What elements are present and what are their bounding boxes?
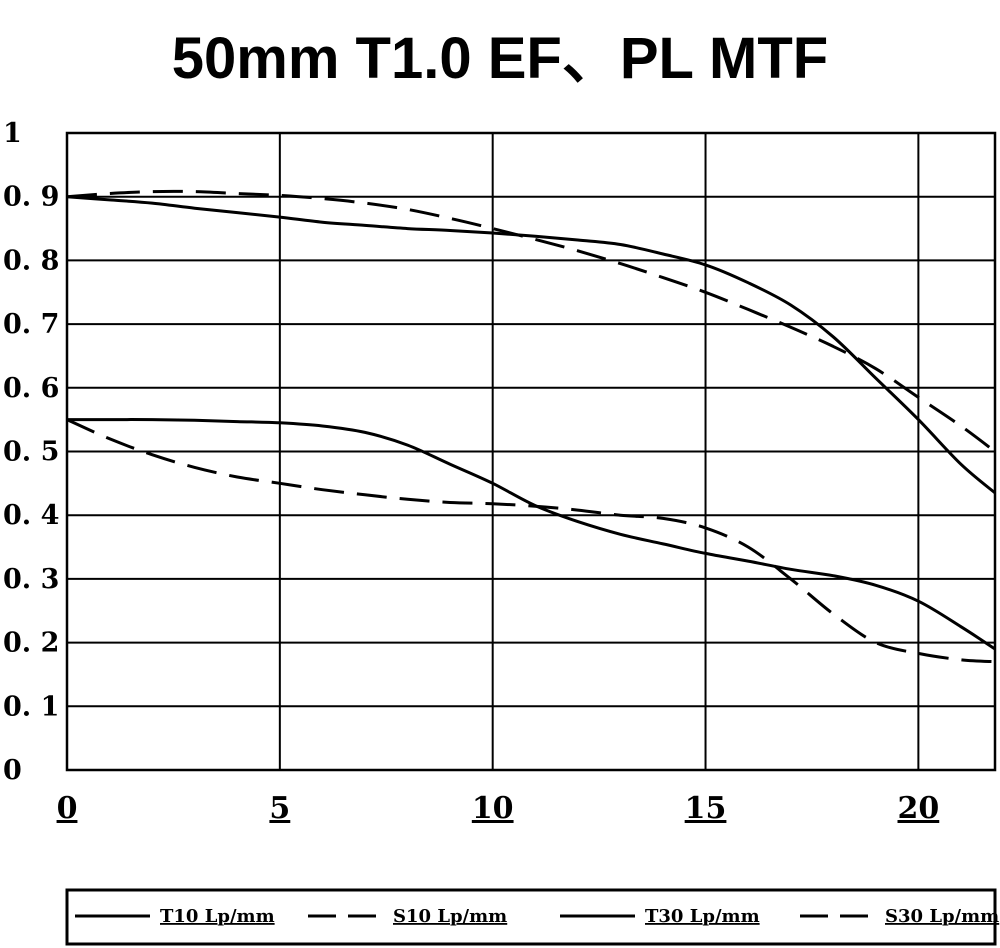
legend-box [65, 888, 997, 946]
series-line-s10 [66, 189, 996, 453]
y-tick-label: 0. 1 [3, 691, 59, 722]
y-tick-label: 0. 4 [3, 500, 59, 531]
chart-title: 50mm T1.0 EF、PL MTF [172, 26, 828, 91]
y-tick-label: 0. 7 [3, 309, 59, 340]
y-tick-label: 0. 8 [3, 245, 59, 276]
x-tick-label: 15 [685, 791, 727, 826]
legend-label-t30: T30 Lp/mm [645, 906, 760, 927]
legend-label-s30: S30 Lp/mm [885, 906, 999, 927]
y-tick-label: 0 [3, 755, 22, 786]
y-tick-label: 1 [3, 118, 22, 149]
y-tick-label: 0. 6 [3, 373, 59, 404]
x-tick-label: 0 [57, 791, 78, 826]
y-tick-label: 0. 9 [3, 182, 59, 213]
series-line-t10 [66, 195, 996, 495]
x-tick-label: 5 [269, 791, 290, 826]
y-tick-label: 0. 2 [3, 628, 59, 659]
x-tick-label: 20 [898, 791, 940, 826]
series-line-s30 [66, 418, 996, 664]
x-tick-label: 10 [472, 791, 514, 826]
grid-layer [65, 131, 997, 772]
legend-label-s10: S10 Lp/mm [393, 906, 507, 927]
series-line-t30 [67, 418, 996, 651]
y-tick-label: 0. 5 [3, 437, 59, 468]
legend: T10 Lp/mm S10 Lp/mm T30 Lp/mm S30 Lp/mm [65, 888, 999, 946]
series-layer [66, 189, 996, 664]
y-tick-label: 0. 3 [3, 564, 59, 595]
axis-layer: 00. 10. 20. 30. 40. 50. 60. 70. 80. 910 5… [3, 118, 939, 826]
legend-label-t10: T10 Lp/mm [160, 906, 275, 927]
